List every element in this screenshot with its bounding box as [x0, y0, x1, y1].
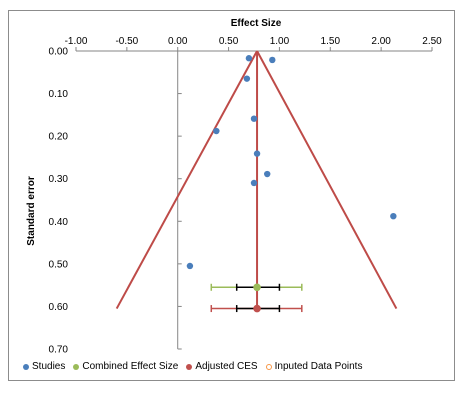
study-point	[243, 75, 251, 82]
y-tick-label: 0.40	[49, 217, 69, 228]
x-tick-label: 0.00	[168, 36, 188, 47]
study-point	[390, 212, 397, 220]
x-tick-label: 2.00	[371, 36, 391, 47]
legend-label-studies: Studies	[32, 361, 66, 372]
combined-effect-point	[253, 283, 261, 292]
study-point	[186, 262, 194, 270]
legend-label-adjusted-ces: Adjusted CES	[195, 361, 258, 372]
adjusted-ces-point	[253, 304, 261, 313]
x-tick-label: -1.00	[65, 36, 88, 47]
study-point	[250, 115, 258, 122]
chart-marks	[115, 50, 398, 313]
y-tick-label: 0.10	[49, 89, 69, 100]
legend-item-adjusted-ces: Adjusted CES	[186, 361, 258, 372]
funnel-right-line	[256, 50, 398, 310]
x-tick-label: -0.50	[115, 36, 138, 47]
funnel-left-line	[115, 50, 258, 310]
legend-item-studies: Studies	[23, 361, 65, 372]
study-point	[245, 55, 253, 62]
x-tick-label: 0.50	[219, 36, 239, 47]
legend-label-combined-effect-size: Combined Effect Size	[82, 361, 179, 372]
study-point	[264, 170, 271, 178]
y-tick-label: 0.00	[49, 47, 69, 58]
studies-swatch-icon	[23, 363, 29, 370]
x-tick-label: 2.50	[422, 36, 442, 47]
axes: -1.00 -0.50 0.00 0.50 1.00 1.50 2.00 2.50 0.00 0.…	[49, 36, 443, 356]
y-tick-label: 0.70	[49, 345, 69, 356]
study-point	[250, 179, 258, 187]
combined-effect-size-swatch-icon	[73, 363, 80, 370]
x-tick-label: 1.50	[321, 36, 341, 47]
x-tick-label: 1.00	[270, 36, 290, 47]
y-tick-label: 0.30	[49, 174, 69, 185]
y-tick-label: 0.50	[49, 259, 69, 270]
study-point	[253, 150, 261, 157]
y-tick-label: 0.60	[49, 302, 69, 313]
x-axis-title: Effect Size	[231, 18, 282, 29]
chart-frame: Effect Size Standard error -1.00 -0.50 0.0…	[8, 10, 455, 381]
study-point	[269, 56, 276, 64]
inputed-data-points-swatch-icon	[265, 363, 272, 370]
legend-label-inputed-data-points: Inputed Data Points	[274, 361, 363, 372]
study-point	[213, 127, 220, 135]
legend-item-combined-effect-size: Combined Effect Size	[73, 361, 178, 372]
funnel-plot: Effect Size Standard error -1.00 -0.50 0.0…	[26, 18, 443, 356]
legend: Studies Combined Effect Size Adjusted CE…	[23, 361, 362, 372]
legend-item-inputed-data-points: Inputed Data Points	[265, 361, 363, 372]
y-tick-label: 0.20	[49, 132, 69, 143]
adjusted-ces-swatch-icon	[186, 363, 193, 370]
y-axis-title: Standard error	[26, 176, 37, 246]
